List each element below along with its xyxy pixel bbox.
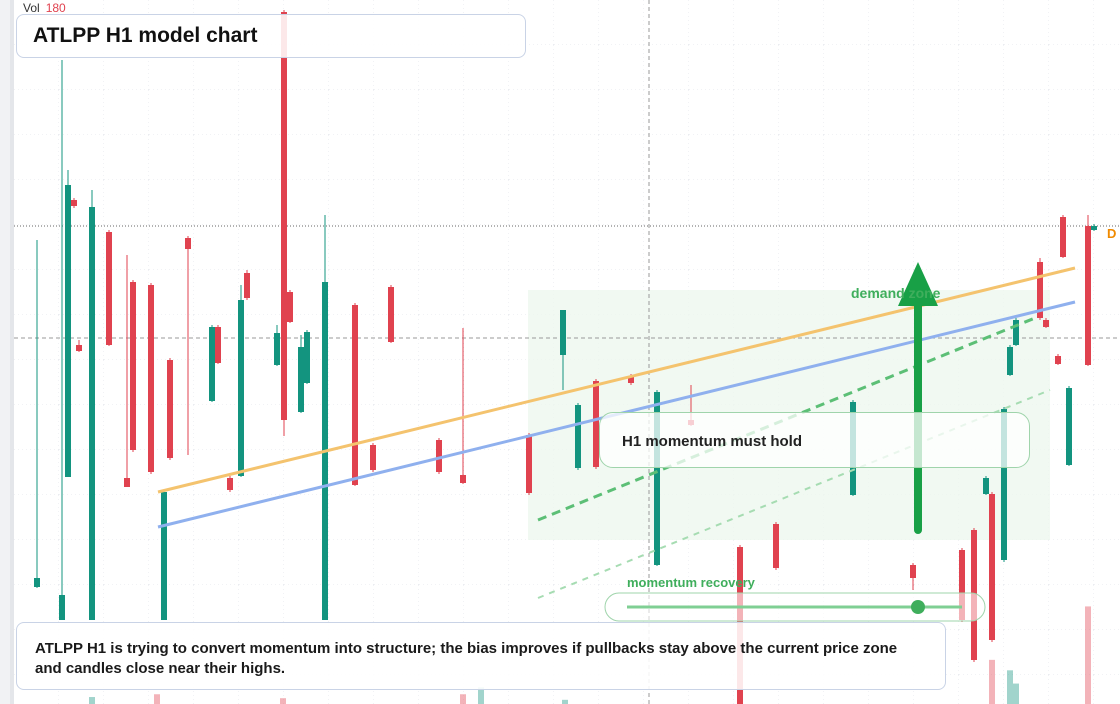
candle-body <box>227 478 233 490</box>
candle-body <box>910 565 916 578</box>
candle-body <box>89 207 95 620</box>
candle-body <box>148 285 154 472</box>
candle-body <box>65 185 71 477</box>
left-strip <box>0 0 10 704</box>
edge-label: D <box>1107 226 1117 241</box>
candle-body <box>274 333 280 365</box>
volume-bar <box>1085 606 1091 704</box>
candle-body <box>71 200 77 206</box>
candle-body <box>215 327 221 363</box>
candle-body <box>287 292 293 322</box>
candle-body <box>388 287 394 342</box>
candle-body <box>628 376 634 383</box>
volume-bar <box>989 659 995 704</box>
candle-body <box>130 282 136 450</box>
candle-body <box>1091 226 1097 230</box>
candle-body <box>238 300 244 476</box>
candle-body <box>185 238 191 249</box>
candle-body <box>560 310 566 355</box>
candle-body <box>281 12 287 420</box>
volume-bar <box>1007 670 1013 704</box>
candle-body <box>989 494 995 640</box>
candle-body <box>1001 409 1007 560</box>
candle-body <box>773 524 779 568</box>
candle-body <box>167 360 173 458</box>
volume-value: 180 <box>45 1 66 15</box>
candle-body <box>575 405 581 468</box>
candle-body <box>1055 356 1061 364</box>
candle-body <box>124 478 130 487</box>
candle-body <box>460 475 466 483</box>
candle-body <box>59 595 65 620</box>
volume-bar <box>89 697 95 704</box>
candle-body <box>1060 217 1066 257</box>
candle-body <box>983 478 989 494</box>
slider-knob <box>911 600 925 614</box>
zone-label: demand zone <box>851 285 941 301</box>
candle-body <box>654 392 660 565</box>
candle-body <box>244 273 250 298</box>
volume-legend: Vol 180 <box>23 1 66 15</box>
candle-body <box>370 445 376 470</box>
caption: ATLPP H1 is trying to convert momentum i… <box>16 622 946 690</box>
candle-body <box>298 347 304 412</box>
candle-body <box>526 435 532 493</box>
volume-bar <box>562 699 568 704</box>
candle-body <box>352 305 358 485</box>
volume-bar <box>154 694 160 704</box>
candle-body <box>161 492 167 620</box>
candle-body <box>593 381 599 467</box>
candle-body <box>304 332 310 383</box>
volume-bar <box>460 694 466 704</box>
candle-body <box>959 550 965 620</box>
candle-body <box>1085 226 1091 365</box>
candle-body <box>76 345 82 351</box>
candle-body <box>209 327 215 401</box>
volume-bar <box>280 698 286 704</box>
recovery-label: momentum recovery <box>627 575 755 590</box>
chart-title: ATLPP H1 model chart <box>16 14 526 58</box>
candle-body <box>1013 320 1019 345</box>
volume-bar <box>1013 683 1019 704</box>
candle-body <box>1043 320 1049 327</box>
candle-body <box>1007 347 1013 375</box>
candle-body <box>106 232 112 345</box>
candle-body <box>1037 262 1043 318</box>
candle-body <box>436 440 442 472</box>
candle-body <box>34 578 40 587</box>
volume-bar <box>478 687 484 704</box>
arrow-head <box>898 262 938 306</box>
note-box: H1 momentum must hold <box>599 412 1030 468</box>
candle-body <box>1066 388 1072 465</box>
left-edge <box>10 0 14 704</box>
volume-label: Vol <box>23 1 40 15</box>
